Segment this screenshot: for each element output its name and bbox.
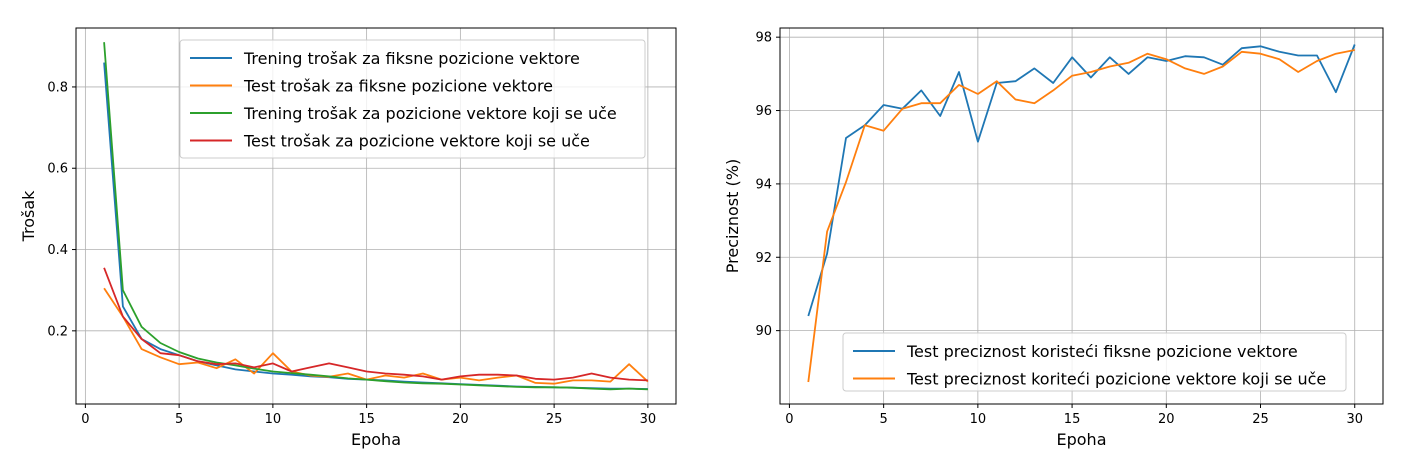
chart-1: 0 5 10 15 20 25 30 0.2 0.4 0.6 0.8 Epoha Trošak Treni… [19,27,677,449]
grid [780,28,1383,404]
x-tick-label: 5 [175,412,183,427]
y-tick-label: 90 [755,324,772,339]
x-tick-label: 30 [640,412,657,427]
x-tick-label: 10 [970,412,987,427]
x-tick-label: 0 [81,412,89,427]
legend-item-2: Test trošak za fiksne pozicione vektore [190,77,553,96]
legend-label: Test trošak za pozicione vektore koji se… [243,132,590,151]
series-line-2 [103,287,649,385]
y-tick-label: 0.4 [47,243,68,258]
x-tick-label: 0 [785,412,793,427]
y-tick-label: 96 [755,104,772,119]
series-line-3 [103,42,648,391]
x-tick-label: 30 [1346,412,1363,427]
legend-item-1: Test preciznost koristeći fiksne pozicio… [853,342,1298,361]
y-tick-label: 0.2 [47,324,68,339]
axes-frame [779,27,1384,405]
x-tick-label: 15 [1064,412,1081,427]
y-axis-label: Preciznost (%) [723,159,742,273]
x-tick-label: 25 [546,412,563,427]
y-tick-label: 94 [755,177,772,192]
y-tick-label: 0.6 [47,162,68,177]
axes-frame [75,27,677,405]
legend-label: Test trošak za fiksne pozicione vektore [243,77,553,96]
x-axis: 0 5 10 15 20 25 30 [785,404,1363,427]
y-axis: 0.2 0.4 0.6 0.8 [47,80,76,339]
legend-box [179,39,646,159]
legend-label: Trening trošak za fiksne pozicione vekto… [243,49,580,68]
x-tick-label: 15 [358,412,375,427]
x-tick-label: 10 [265,412,282,427]
x-tick-label: 5 [880,412,888,427]
x-axis-label: Epoha [351,430,401,449]
legend-item-2: Test preciznost koriteći pozicione vekto… [853,370,1326,389]
x-tick-label: 20 [452,412,469,427]
y-tick-label: 92 [755,251,772,266]
y-axis-label: Trošak [19,190,38,243]
x-axis: 0 5 10 15 20 25 30 [81,404,656,427]
series-line-4 [103,267,648,382]
series-lines [103,42,649,391]
x-axis-label: Epoha [1057,430,1107,449]
chart-2: 0 5 10 15 20 25 30 90 92 94 96 98 Epoha Preciznost (%… [723,27,1384,449]
legend-box [842,332,1347,392]
x-tick-label: 20 [1158,412,1175,427]
series-line-2 [807,49,1355,383]
series-line-1 [807,44,1356,317]
x-tick-label: 25 [1252,412,1269,427]
series-lines [807,44,1356,383]
legend-item-1: Trening trošak za fiksne pozicione vekto… [190,49,580,68]
legend-label: Test preciznost koristeći fiksne pozicio… [906,342,1298,361]
y-tick-label: 0.8 [47,80,68,95]
legend-label: Trening trošak za pozicione vektore koji… [243,104,617,123]
y-tick-label: 98 [755,31,772,46]
legend-item-3: Trening trošak za pozicione vektore koji… [190,104,617,123]
legend-item-4: Test trošak za pozicione vektore koji se… [190,132,590,151]
legend-label: Test preciznost koriteći pozicione vekto… [906,370,1326,389]
y-axis: 90 92 94 96 98 [755,31,780,339]
legend: Test preciznost koristeći fiksne pozicio… [842,332,1347,392]
legend: Trening trošak za fiksne pozicione vekto… [179,39,646,159]
